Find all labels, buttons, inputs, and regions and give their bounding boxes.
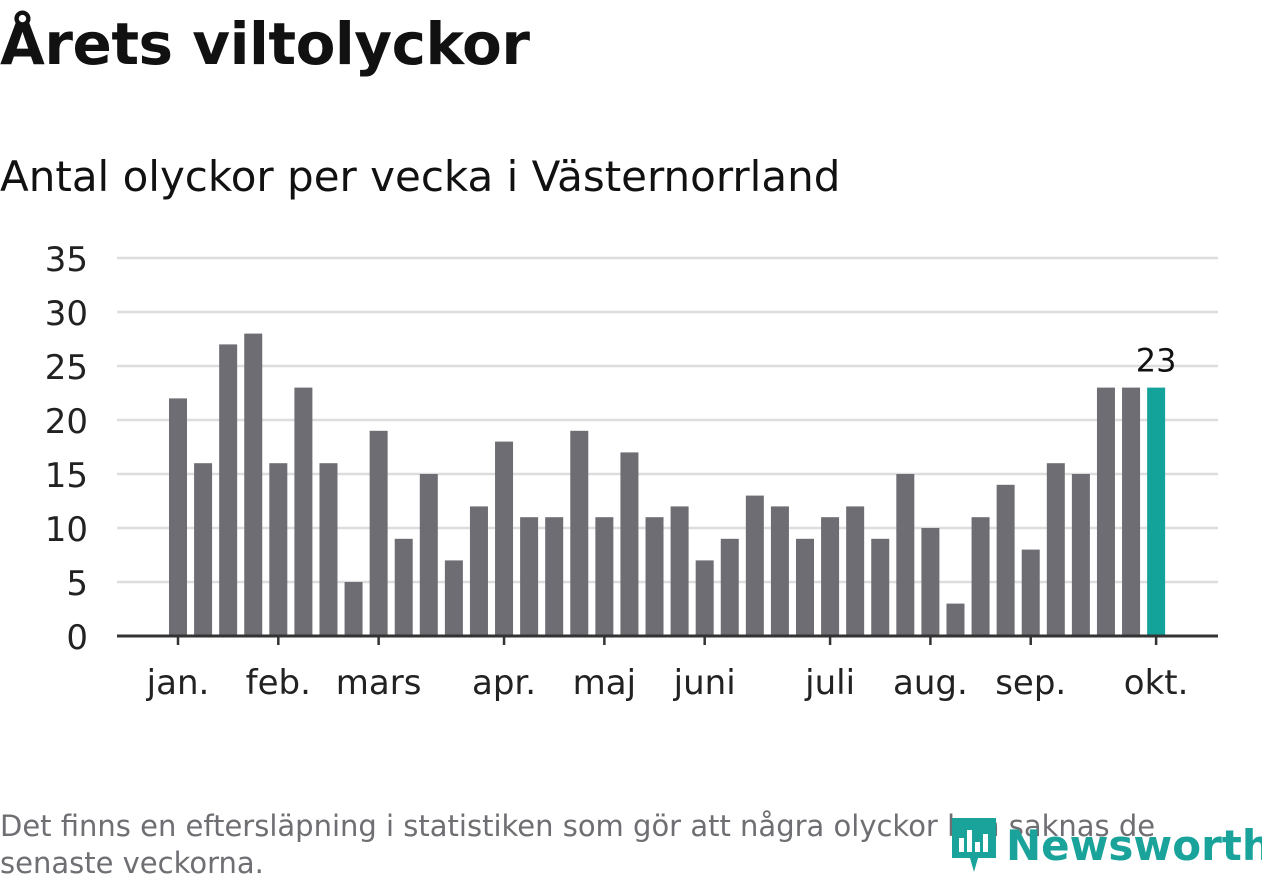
bar — [645, 517, 664, 636]
bar — [846, 506, 865, 636]
bar — [770, 506, 789, 636]
x-tick-label: apr. — [472, 663, 536, 703]
bar — [1071, 474, 1090, 636]
bar — [796, 538, 814, 636]
bar — [695, 560, 714, 636]
x-tick-label: jan. — [146, 663, 210, 703]
y-tick-label: 30 — [45, 294, 88, 334]
x-tick-label: okt. — [1124, 663, 1189, 703]
x-tick-label: mars — [336, 663, 422, 703]
y-tick-label: 35 — [45, 240, 88, 280]
bar — [344, 582, 363, 636]
bar — [570, 430, 589, 636]
bar — [269, 463, 288, 636]
x-tick-label: sep. — [995, 663, 1066, 703]
bar — [821, 517, 840, 636]
y-tick-label: 25 — [45, 348, 88, 388]
bar — [1046, 463, 1065, 636]
bar — [520, 517, 539, 636]
bar — [394, 538, 413, 636]
bar — [545, 517, 564, 636]
bar — [946, 603, 965, 636]
bar — [469, 506, 488, 636]
bar — [169, 398, 187, 636]
bar — [620, 452, 639, 636]
bar — [670, 506, 689, 636]
bar-chart: 0 5 10 15 20 25 30 35 23 jan. feb. mars apr. maj juni j… — [45, 240, 1218, 703]
bar — [495, 441, 514, 636]
x-tick-label: feb. — [246, 663, 311, 703]
x-tick-label: maj — [573, 663, 636, 703]
data-label: 23 — [1136, 342, 1177, 380]
bar — [996, 484, 1015, 636]
bar — [219, 344, 238, 636]
bar — [921, 528, 940, 636]
bar — [294, 387, 313, 636]
bar — [896, 474, 915, 636]
bar — [369, 430, 388, 636]
x-tick-label: juli — [804, 663, 855, 703]
bar — [745, 495, 764, 636]
y-tick-label: 0 — [66, 618, 88, 658]
bar — [319, 463, 338, 636]
x-tick-label: juni — [673, 663, 736, 703]
bar — [1021, 549, 1040, 636]
bar — [1096, 387, 1115, 636]
y-tick-label: 5 — [66, 564, 88, 604]
chart-title: Årets viltolyckor — [0, 10, 530, 78]
bar — [971, 517, 990, 636]
bar — [871, 538, 890, 636]
newsworthy-logo: Newsworthy — [948, 812, 1262, 878]
y-tick-label: 20 — [45, 402, 88, 442]
bar — [444, 560, 463, 636]
bar — [194, 463, 213, 636]
bar-highlight — [1147, 387, 1166, 636]
bar — [720, 538, 739, 636]
x-tick-label: aug. — [893, 663, 968, 703]
logo-text: Newsworthy — [1006, 820, 1262, 870]
y-tick-label: 15 — [45, 456, 88, 496]
bar — [419, 474, 438, 636]
newsworthy-logo-icon — [952, 818, 996, 872]
bar — [595, 517, 614, 636]
y-tick-label: 10 — [45, 510, 88, 550]
bar — [244, 333, 263, 636]
chart-subtitle: Antal olyckor per vecka i Västernorrland — [0, 152, 841, 201]
bar — [1122, 387, 1141, 636]
